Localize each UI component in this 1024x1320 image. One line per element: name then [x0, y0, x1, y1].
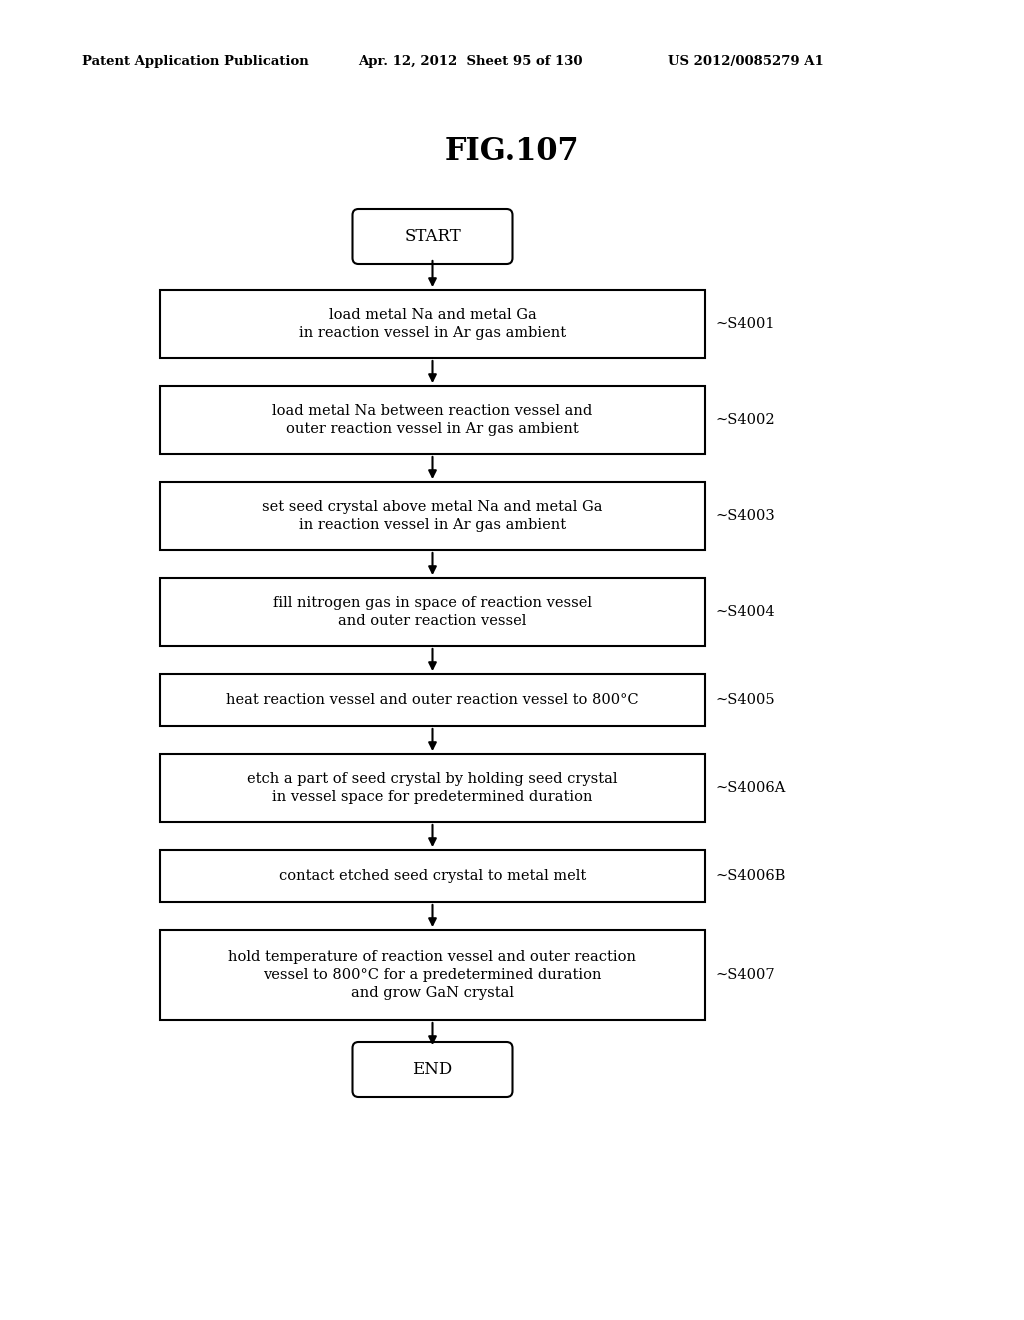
- Text: ∼S4004: ∼S4004: [715, 605, 774, 619]
- FancyBboxPatch shape: [352, 209, 512, 264]
- Bar: [160, 754, 705, 822]
- Text: heat reaction vessel and outer reaction vessel to 800°C: heat reaction vessel and outer reaction …: [226, 693, 639, 708]
- Text: ∼S4006A: ∼S4006A: [715, 781, 785, 795]
- Bar: [160, 931, 705, 1020]
- Text: ∼S4005: ∼S4005: [715, 693, 774, 708]
- Bar: [160, 850, 705, 902]
- Text: ∼S4007: ∼S4007: [715, 968, 774, 982]
- Text: FIG.107: FIG.107: [444, 136, 580, 168]
- Bar: [160, 385, 705, 454]
- Text: hold temperature of reaction vessel and outer reaction
vessel to 800°C for a pre: hold temperature of reaction vessel and …: [228, 949, 637, 1001]
- Text: ∼S4006B: ∼S4006B: [715, 869, 785, 883]
- Text: ∼S4001: ∼S4001: [715, 317, 774, 331]
- Text: ∼S4003: ∼S4003: [715, 510, 775, 523]
- Text: ∼S4002: ∼S4002: [715, 413, 774, 426]
- Bar: [160, 290, 705, 358]
- Text: Apr. 12, 2012  Sheet 95 of 130: Apr. 12, 2012 Sheet 95 of 130: [358, 55, 583, 69]
- Text: fill nitrogen gas in space of reaction vessel
and outer reaction vessel: fill nitrogen gas in space of reaction v…: [273, 595, 592, 628]
- Text: START: START: [404, 228, 461, 246]
- Text: load metal Na between reaction vessel and
outer reaction vessel in Ar gas ambien: load metal Na between reaction vessel an…: [272, 404, 593, 436]
- FancyBboxPatch shape: [352, 1041, 512, 1097]
- Text: US 2012/0085279 A1: US 2012/0085279 A1: [668, 55, 823, 69]
- Bar: [160, 578, 705, 645]
- Text: load metal Na and metal Ga
in reaction vessel in Ar gas ambient: load metal Na and metal Ga in reaction v…: [299, 308, 566, 341]
- Text: Patent Application Publication: Patent Application Publication: [82, 55, 309, 69]
- Text: etch a part of seed crystal by holding seed crystal
in vessel space for predeter: etch a part of seed crystal by holding s…: [247, 772, 617, 804]
- Text: END: END: [413, 1061, 453, 1078]
- Text: set seed crystal above metal Na and metal Ga
in reaction vessel in Ar gas ambien: set seed crystal above metal Na and meta…: [262, 500, 603, 532]
- Bar: [160, 675, 705, 726]
- Bar: [160, 482, 705, 550]
- Text: contact etched seed crystal to metal melt: contact etched seed crystal to metal mel…: [279, 869, 586, 883]
